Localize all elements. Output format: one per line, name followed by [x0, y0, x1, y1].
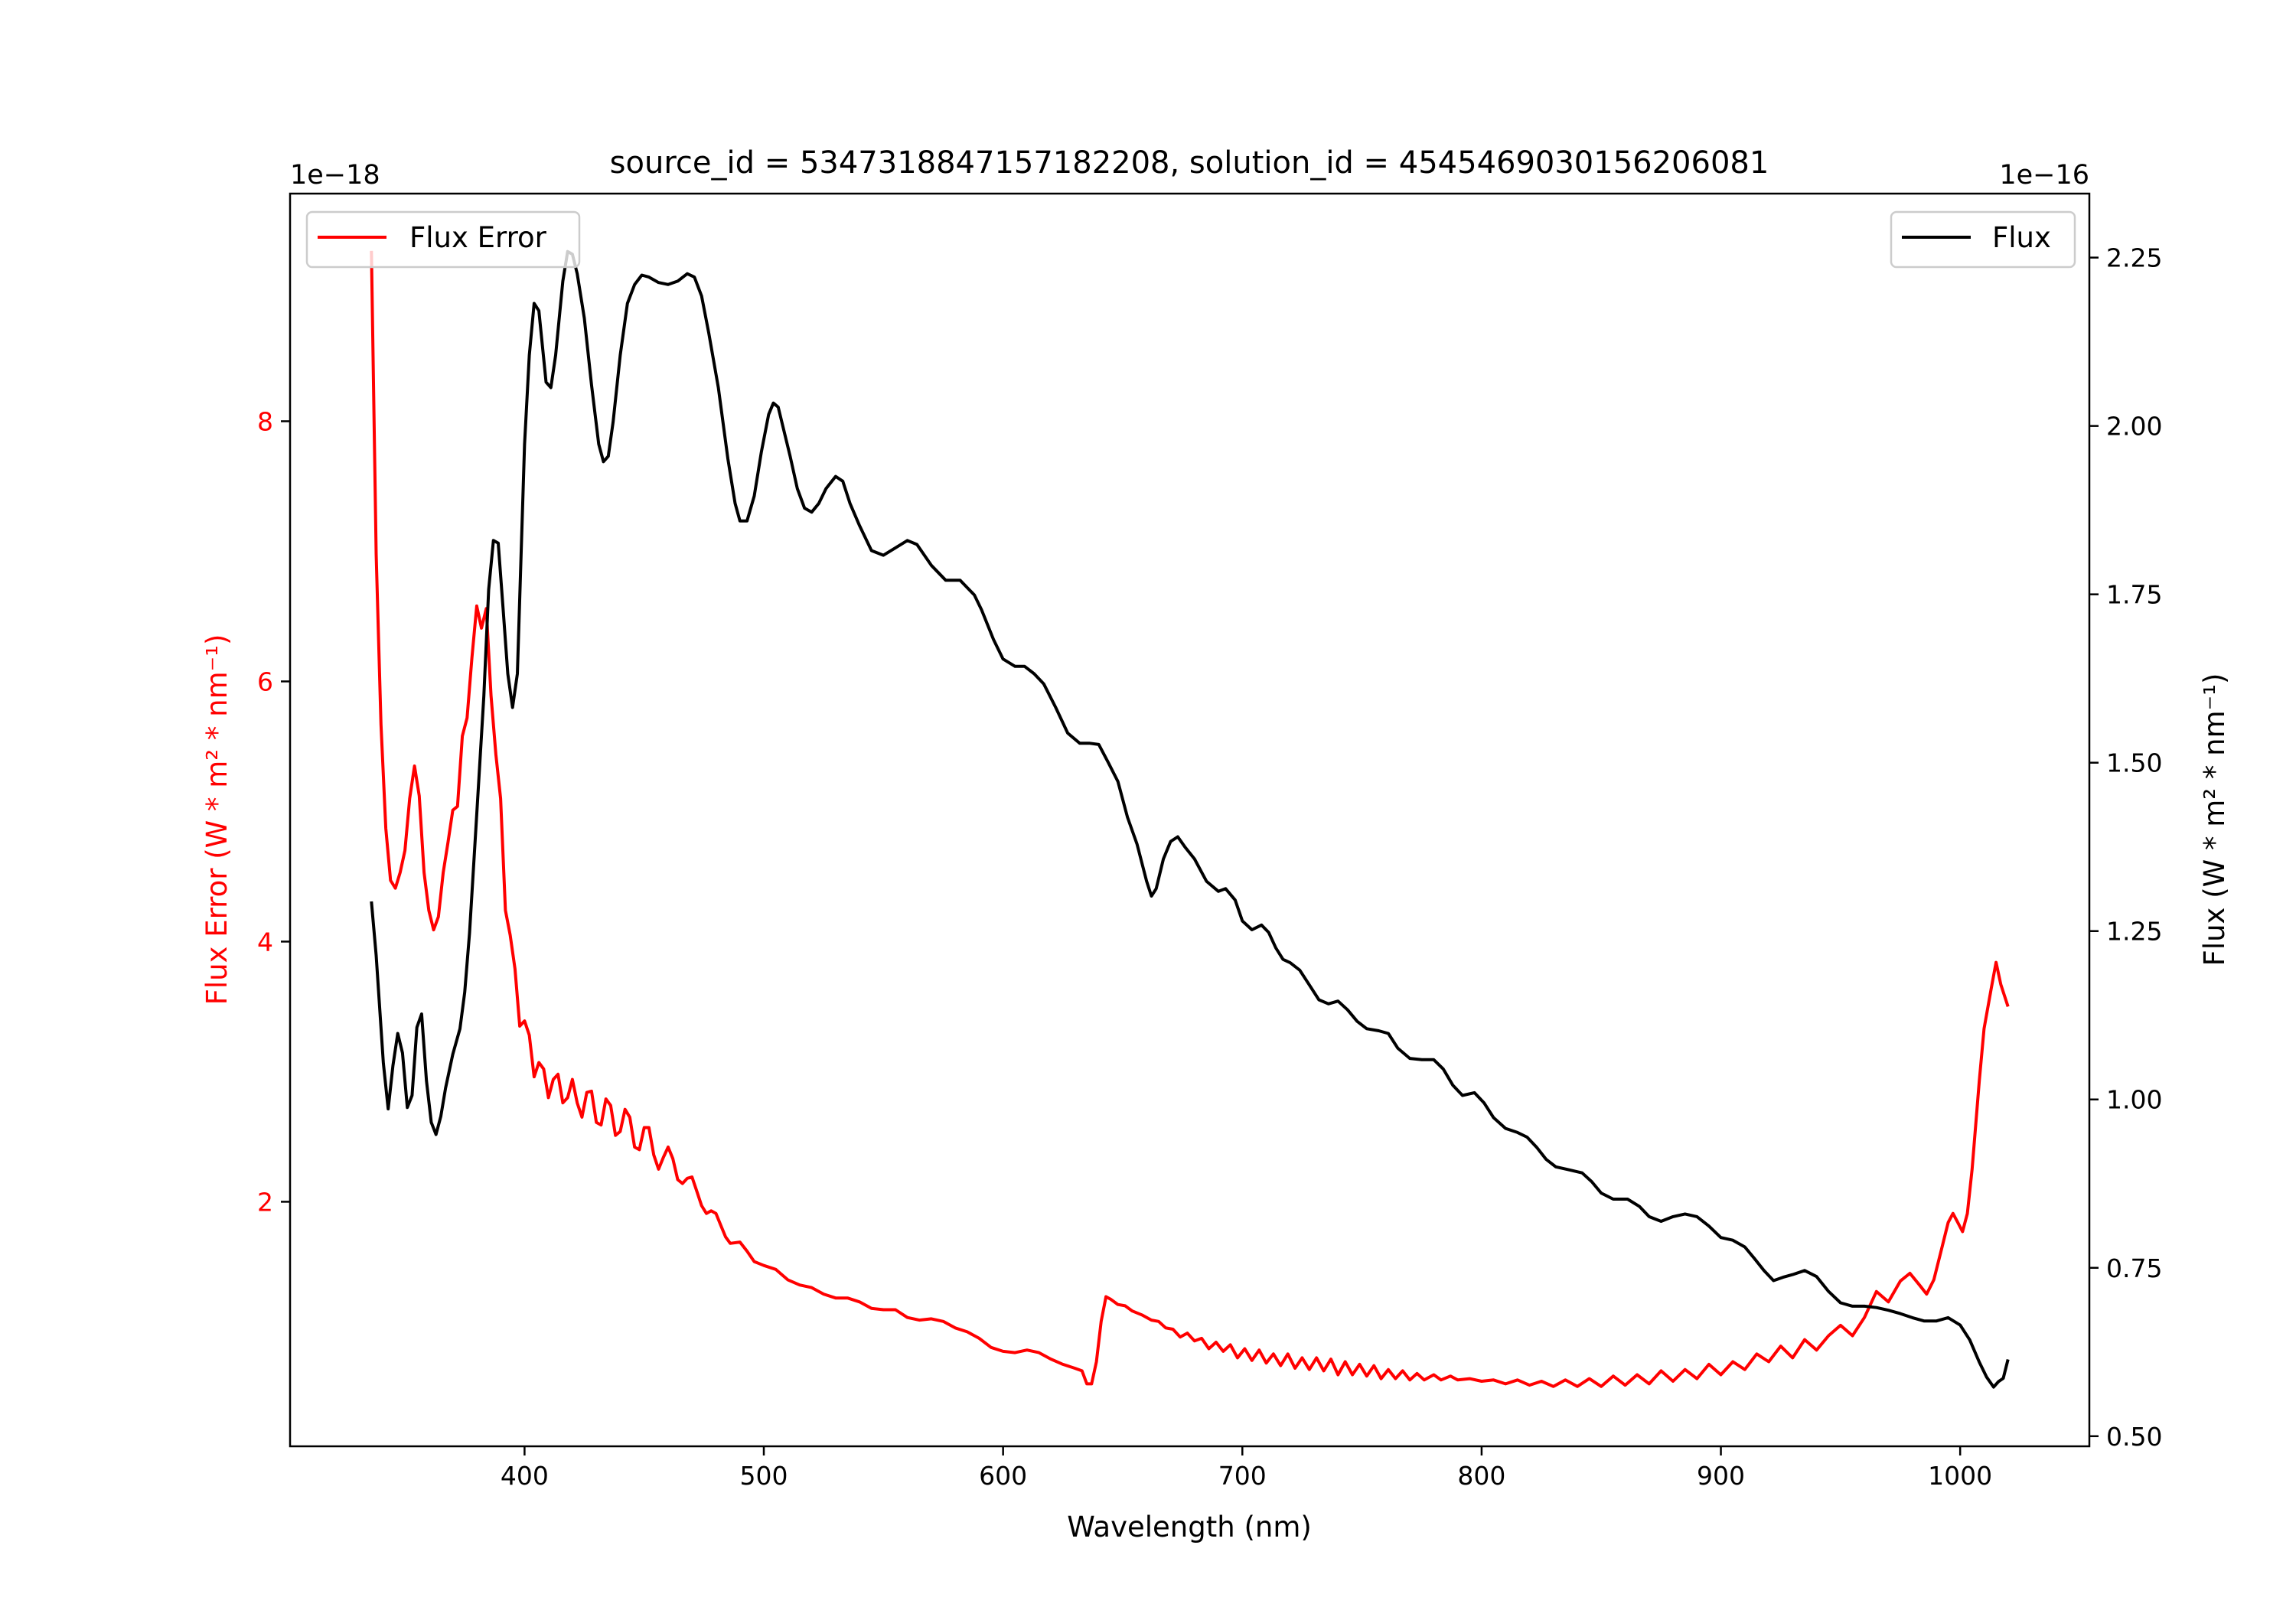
right-y-tick-label: 0.75 — [2106, 1253, 2162, 1283]
series-line-flux — [370, 249, 2010, 1389]
left-y-tick-label: 2 — [257, 1187, 273, 1217]
right-y-tick-label: 2.25 — [2106, 243, 2162, 273]
legend-frame — [305, 210, 581, 269]
right-y-tick-label: 1.75 — [2106, 580, 2162, 610]
left-y-axis-label: Flux Error (W * m² * nm⁻¹) — [201, 634, 233, 1006]
left-y-tick-label: 4 — [257, 927, 273, 957]
x-axis-label: Wavelength (nm) — [1067, 1511, 1312, 1543]
series-line-flux-error — [370, 250, 2010, 1388]
legend-frame — [1890, 210, 2076, 269]
legend-label-flux: Flux — [1992, 221, 2051, 254]
x-tick-label: 400 — [501, 1461, 549, 1491]
right-y-tick-label: 2.00 — [2106, 412, 2162, 442]
legend-label-flux-error: Flux Error — [409, 221, 547, 254]
left-offset-text: 1e−18 — [290, 160, 380, 191]
x-tick-label: 500 — [740, 1461, 788, 1491]
x-tick-label: 600 — [979, 1461, 1027, 1491]
x-tick-label: 800 — [1457, 1461, 1505, 1491]
x-tick-label: 700 — [1218, 1461, 1267, 1491]
left-y-tick-label: 6 — [257, 667, 273, 696]
right-y-tick-label: 1.00 — [2106, 1085, 2162, 1115]
right-y-tick-label: 1.50 — [2106, 748, 2162, 778]
chart-title: source_id = 5347318847157182208, solutio… — [610, 145, 1769, 181]
axes-frame — [289, 192, 2091, 1448]
right-y-axis-label: Flux (W * m² * nm⁻¹) — [2198, 673, 2231, 966]
plot-layer — [370, 249, 2010, 1389]
legend-flux: Flux — [1890, 210, 2076, 269]
x-tick-label: 1000 — [1928, 1461, 1992, 1491]
x-tick-label: 900 — [1697, 1461, 1745, 1491]
left-y-tick-label: 8 — [257, 406, 273, 436]
tick-layer: 400 500 600 700 800 900 1000 2 4 6 8 0.50 0.75 1.00 1.… — [257, 243, 2162, 1491]
legend-flux-error: Flux Error — [305, 210, 581, 269]
right-y-tick-label: 1.25 — [2106, 917, 2162, 947]
right-offset-text: 1e−16 — [1999, 160, 2089, 191]
right-y-tick-label: 0.50 — [2106, 1422, 2162, 1452]
